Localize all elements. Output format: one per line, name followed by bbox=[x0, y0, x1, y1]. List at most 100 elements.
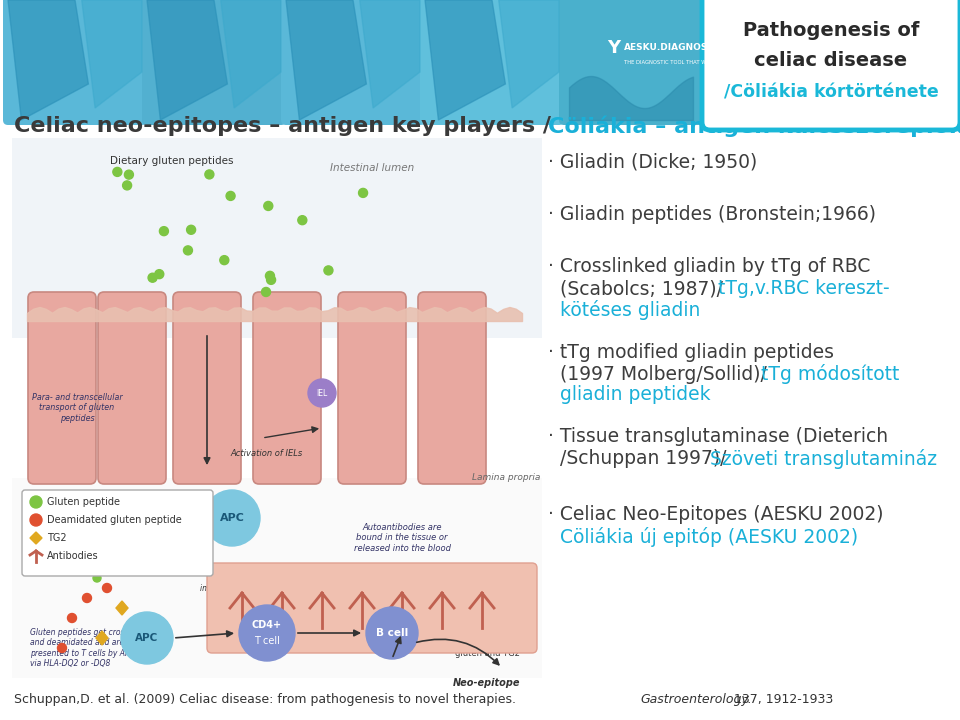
Circle shape bbox=[266, 271, 275, 280]
Text: Antibodies to
gluten and TG2: Antibodies to gluten and TG2 bbox=[455, 639, 519, 657]
Polygon shape bbox=[425, 0, 505, 120]
FancyBboxPatch shape bbox=[3, 0, 147, 125]
Text: /Schuppan 1997)/: /Schuppan 1997)/ bbox=[548, 449, 727, 469]
Circle shape bbox=[226, 192, 235, 200]
Text: APC: APC bbox=[135, 633, 158, 643]
FancyBboxPatch shape bbox=[28, 292, 96, 484]
Text: Dietary gluten peptides: Dietary gluten peptides bbox=[110, 156, 233, 166]
Text: IEL: IEL bbox=[317, 389, 327, 397]
Polygon shape bbox=[82, 0, 142, 108]
FancyBboxPatch shape bbox=[98, 292, 166, 484]
Circle shape bbox=[78, 554, 86, 562]
Text: Deamidated gluten peptide: Deamidated gluten peptide bbox=[47, 515, 181, 525]
Text: · Gliadin peptides (Bronstein;1966): · Gliadin peptides (Bronstein;1966) bbox=[548, 205, 876, 225]
FancyBboxPatch shape bbox=[22, 490, 213, 576]
Polygon shape bbox=[498, 0, 559, 108]
Circle shape bbox=[30, 496, 42, 508]
Polygon shape bbox=[286, 0, 367, 120]
Circle shape bbox=[30, 514, 42, 526]
Text: B cell: B cell bbox=[376, 628, 408, 638]
FancyBboxPatch shape bbox=[418, 292, 486, 484]
Circle shape bbox=[93, 574, 101, 582]
Circle shape bbox=[155, 270, 164, 279]
Circle shape bbox=[204, 490, 260, 546]
Text: Cöliákia – antigén kulcsszereplők: Cöliákia – antigén kulcsszereplők bbox=[548, 115, 960, 137]
Polygon shape bbox=[147, 0, 228, 120]
Circle shape bbox=[261, 287, 271, 297]
Text: THE DIAGNOSTIC TOOL THAT WORKS: THE DIAGNOSTIC TOOL THAT WORKS bbox=[624, 60, 721, 65]
Text: · Gliadin (Dicke; 1950): · Gliadin (Dicke; 1950) bbox=[548, 153, 757, 171]
Text: celiac disease: celiac disease bbox=[755, 50, 907, 70]
Circle shape bbox=[239, 605, 295, 661]
Text: CD4+: CD4+ bbox=[252, 620, 282, 630]
Text: tTg módosított: tTg módosított bbox=[761, 364, 900, 384]
Circle shape bbox=[67, 613, 77, 623]
Text: TG2: TG2 bbox=[47, 533, 66, 543]
Text: Lamina propria: Lamina propria bbox=[472, 474, 540, 482]
Text: Antibodies: Antibodies bbox=[47, 551, 99, 561]
Text: · tTg modified gliadin peptides: · tTg modified gliadin peptides bbox=[548, 343, 834, 361]
Circle shape bbox=[298, 216, 307, 225]
Bar bbox=[12, 478, 542, 678]
Circle shape bbox=[148, 273, 157, 282]
Text: Celiac neo-epitopes – antigen key players /: Celiac neo-epitopes – antigen key player… bbox=[14, 116, 559, 136]
Text: · Crosslinked gliadin by tTg of RBC: · Crosslinked gliadin by tTg of RBC bbox=[548, 258, 871, 276]
Circle shape bbox=[183, 246, 192, 255]
Circle shape bbox=[58, 644, 66, 652]
Text: 137, 1912-1933: 137, 1912-1933 bbox=[730, 693, 833, 706]
Circle shape bbox=[159, 227, 168, 235]
FancyBboxPatch shape bbox=[338, 292, 406, 484]
Text: Neo-epitope: Neo-epitope bbox=[453, 678, 520, 688]
Circle shape bbox=[204, 170, 214, 179]
Text: · Tissue transglutaminase (Dieterich: · Tissue transglutaminase (Dieterich bbox=[548, 428, 888, 446]
Circle shape bbox=[113, 168, 122, 176]
Bar bbox=[12, 138, 542, 338]
Text: Gluten peptides react with
TG2 in the subepithelial
lamina propria: Gluten peptides react with TG2 in the su… bbox=[30, 523, 132, 553]
Circle shape bbox=[103, 583, 111, 593]
Text: gliadin peptidek: gliadin peptidek bbox=[548, 385, 710, 405]
Text: Intestinal lumen: Intestinal lumen bbox=[330, 163, 414, 173]
FancyBboxPatch shape bbox=[702, 0, 960, 130]
Polygon shape bbox=[30, 532, 42, 544]
Polygon shape bbox=[360, 0, 420, 108]
FancyBboxPatch shape bbox=[253, 292, 321, 484]
Text: Para- and transcellular
transport of gluten
peptides: Para- and transcellular transport of glu… bbox=[32, 393, 122, 423]
Circle shape bbox=[123, 181, 132, 190]
Text: Cöliákia új epitóp (AESKU 2002): Cöliákia új epitóp (AESKU 2002) bbox=[548, 527, 858, 547]
Text: /Cöliákia kórtörténete: /Cöliákia kórtörténete bbox=[724, 84, 938, 102]
Circle shape bbox=[125, 170, 133, 179]
Circle shape bbox=[366, 607, 418, 659]
Text: Gastroenterology.: Gastroenterology. bbox=[640, 693, 752, 706]
Circle shape bbox=[359, 189, 368, 197]
Text: Cereal components
stimulate innate
immunity in epithelial
and dendritic cells: Cereal components stimulate innate immun… bbox=[201, 563, 284, 603]
Text: Szöveti transglutamináz: Szöveti transglutamináz bbox=[710, 449, 937, 469]
Circle shape bbox=[308, 379, 336, 407]
Circle shape bbox=[324, 266, 333, 275]
Text: kötéses gliadin: kötéses gliadin bbox=[548, 300, 701, 320]
FancyBboxPatch shape bbox=[142, 0, 286, 125]
Text: Gluten peptide: Gluten peptide bbox=[47, 497, 120, 507]
FancyBboxPatch shape bbox=[559, 0, 703, 125]
FancyBboxPatch shape bbox=[173, 292, 241, 484]
Text: Autoantibodies are
bound in the tissue or
released into the blood: Autoantibodies are bound in the tissue o… bbox=[353, 523, 450, 553]
Polygon shape bbox=[221, 0, 281, 108]
Polygon shape bbox=[116, 601, 128, 615]
Circle shape bbox=[220, 256, 228, 265]
Text: (Scabolcs; 1987)/: (Scabolcs; 1987)/ bbox=[548, 279, 723, 299]
Circle shape bbox=[123, 494, 131, 502]
Circle shape bbox=[264, 202, 273, 210]
FancyBboxPatch shape bbox=[207, 563, 537, 653]
Text: APC: APC bbox=[220, 513, 245, 523]
Text: Activation of IELs: Activation of IELs bbox=[230, 449, 303, 457]
Circle shape bbox=[103, 534, 111, 542]
Text: Y: Y bbox=[607, 39, 620, 57]
Circle shape bbox=[88, 514, 96, 522]
Text: Pathogenesis of: Pathogenesis of bbox=[743, 21, 919, 40]
Text: T cell: T cell bbox=[254, 636, 280, 646]
Text: · Celiac Neo-Epitopes (AESKU 2002): · Celiac Neo-Epitopes (AESKU 2002) bbox=[548, 505, 883, 524]
Circle shape bbox=[186, 225, 196, 234]
Text: tTg,v.RBC kereszt-: tTg,v.RBC kereszt- bbox=[718, 279, 890, 299]
Circle shape bbox=[267, 275, 276, 284]
Text: Gluten peptides get crosslinked
and deamidated and are
presented to T cells by A: Gluten peptides get crosslinked and deam… bbox=[30, 628, 152, 668]
Polygon shape bbox=[96, 631, 108, 645]
